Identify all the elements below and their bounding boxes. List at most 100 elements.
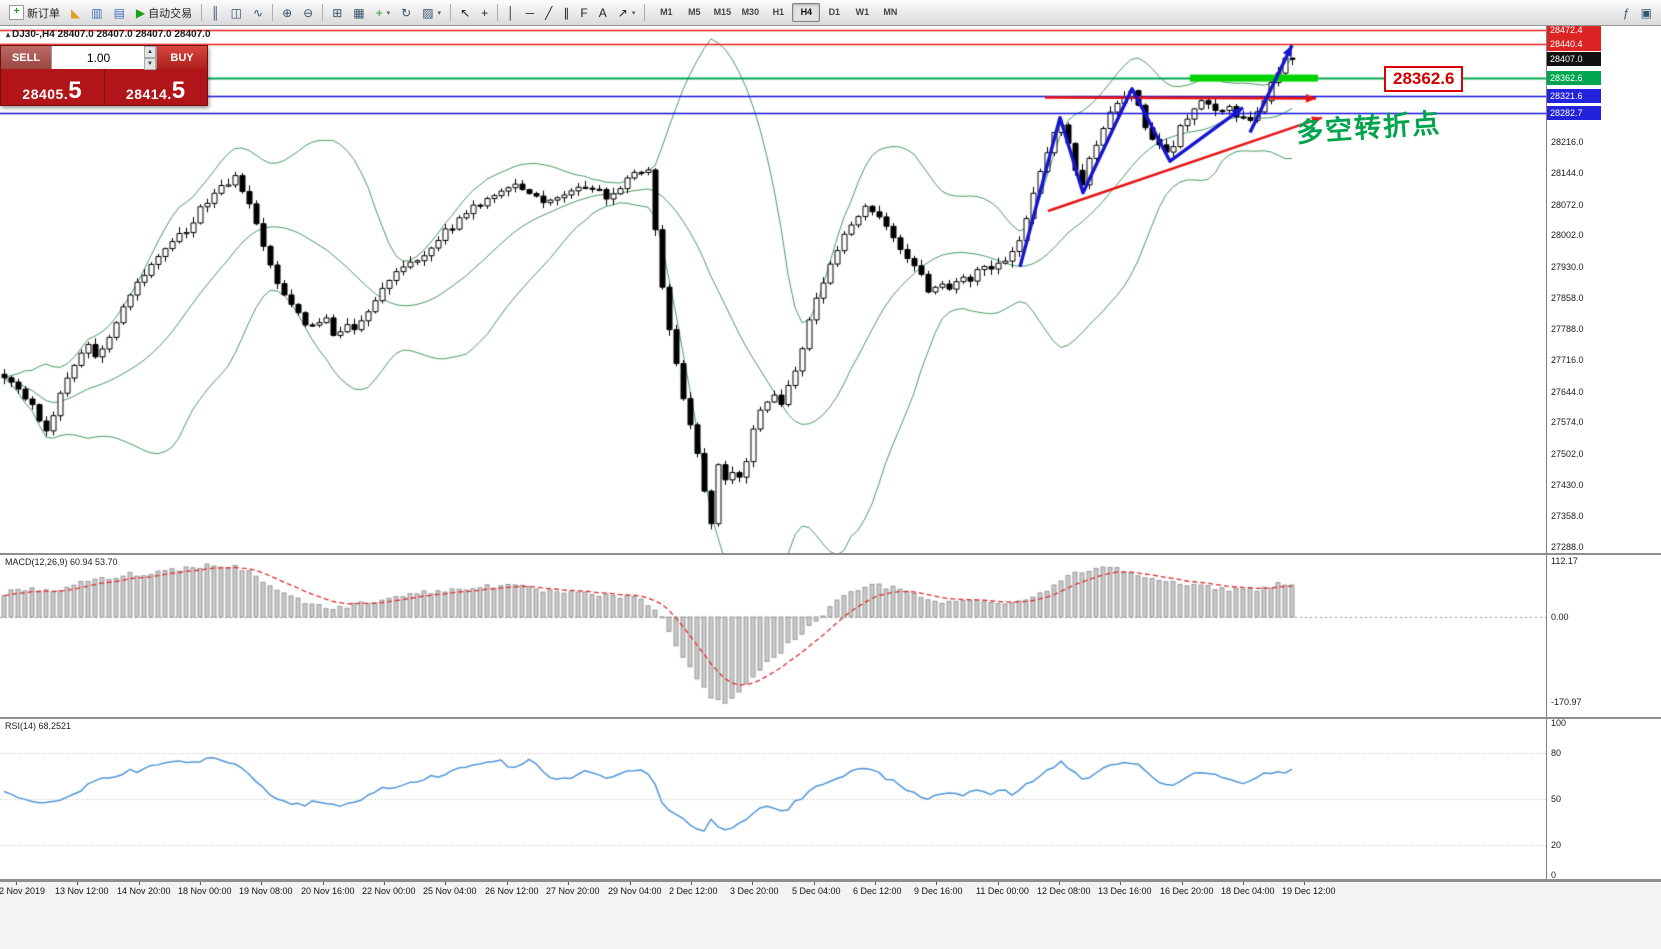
time-label: 27 Nov 20:00 (546, 886, 600, 896)
window-layout-icon[interactable]: ▣ (1636, 2, 1657, 24)
time-label: 12 Dec 08:00 (1037, 886, 1091, 896)
zoom-out-icon[interactable]: ⊖ (298, 2, 318, 24)
timeframe-h4[interactable]: H4 (792, 3, 821, 22)
trendline-icon[interactable]: ╱ (540, 2, 557, 24)
price-tick: 27858.0 (1551, 293, 1584, 303)
volume-input[interactable] (52, 46, 156, 69)
timeframe-h1[interactable]: H1 (772, 7, 785, 17)
timeframe-mn[interactable]: MN (883, 7, 898, 17)
channel-icon: ∥ (563, 5, 570, 20)
dropdown-caret-icon: ▾ (437, 9, 442, 17)
candlestick-chart-icon: ◫ (230, 5, 243, 20)
volume-stepper: ▲ ▼ (144, 46, 156, 70)
vertical-line-icon[interactable]: │ (502, 2, 520, 24)
navigator-icon[interactable]: ▤ (109, 2, 130, 24)
timeframe-m15[interactable]: M15 (713, 7, 732, 17)
sell-price[interactable]: 28405. 5 (1, 69, 105, 105)
horizontal-line-icon: ─ (525, 5, 535, 20)
horizontal-line-icon[interactable]: ─ (521, 2, 540, 24)
volume-decrease-button[interactable]: ▼ (144, 58, 156, 70)
toolbar-separator (201, 4, 203, 21)
time-tick-mark (691, 882, 692, 885)
price-marker: 28472.4 (1547, 23, 1601, 37)
time-label: 6 Dec 12:00 (853, 886, 902, 896)
macd-indicator-label: MACD(12,26,9) 60.94 53.70 (5, 557, 118, 567)
crosshair-icon[interactable]: + (476, 2, 493, 24)
main-chart-canvas[interactable] (0, 26, 1546, 553)
toolbar-separator (497, 4, 499, 21)
indicators-icon[interactable]: ƒ (1618, 2, 1635, 24)
fibonacci-icon[interactable]: F (575, 2, 592, 24)
timeframe-m5[interactable]: M5 (688, 7, 701, 17)
bar-chart-icon: ║ (211, 5, 220, 20)
time-tick-mark (445, 882, 446, 885)
price-marker: 28321.6 (1547, 89, 1601, 103)
time-tick-mark (1304, 882, 1305, 885)
chart-symbol-icon: ▴ (6, 30, 11, 39)
time-label: 3 Dec 20:00 (730, 886, 779, 896)
panel-separator[interactable] (0, 879, 1661, 881)
chart-templates-icon[interactable]: ▨ ▾ (417, 2, 446, 24)
timeframe-m1[interactable]: M1 (660, 7, 673, 17)
indicators-icon: ƒ (1622, 5, 1630, 20)
price-marker: 28440.4 (1547, 37, 1601, 51)
timeframe-m30[interactable]: M30 (741, 7, 760, 17)
line-chart-icon[interactable]: ∿ (248, 2, 268, 24)
price-marker: 28282.7 (1547, 106, 1601, 120)
toolbar-separator (644, 4, 646, 21)
volume-increase-button[interactable]: ▲ (144, 46, 156, 58)
channel-icon[interactable]: ∥ (558, 2, 574, 24)
time-tick-mark (77, 882, 78, 885)
timeframe-w1[interactable]: W1 (855, 7, 870, 17)
vertical-line-icon: │ (507, 5, 515, 20)
time-tick-mark (875, 882, 876, 885)
time-axis[interactable]: 12 Nov 2019 13 Nov 12:00 14 Nov 20:00 18 No… (0, 881, 1661, 949)
sell-button[interactable]: SELL (1, 46, 51, 69)
trade-panel-prices: 28405. 5 28414. 5 (1, 69, 207, 105)
fibonacci-icon: F (580, 5, 588, 20)
new-order-button[interactable]: + 新订单 (4, 2, 65, 24)
trade-panel-controls: SELL ▲ ▼ BUY (1, 46, 207, 70)
buy-button[interactable]: BUY (157, 46, 207, 69)
alerts-icon[interactable]: ◣ (66, 2, 85, 24)
cascade-windows-icon[interactable]: ▦ (348, 2, 369, 24)
toolbar-separator (322, 4, 324, 21)
rsi-axis-tick: 20 (1551, 840, 1562, 850)
candlestick-chart-icon[interactable]: ◫ (226, 2, 247, 24)
price-axis[interactable]: 28216.0 28144.0 28072.0 28002.0 27930.0 27858… (1546, 23, 1661, 881)
panel-separator[interactable] (0, 553, 1661, 555)
auto-trading-button[interactable]: ▶ 自动交易 (131, 2, 197, 24)
macd-axis-tick: 0.00 (1551, 612, 1569, 622)
timeframe-d1[interactable]: D1 (828, 7, 841, 17)
volume-field: ▲ ▼ (51, 46, 157, 70)
market-watch-icon[interactable]: ▥ (86, 2, 107, 24)
text-icon[interactable]: A (594, 2, 612, 24)
rsi-panel-canvas[interactable] (0, 719, 1546, 879)
arrows-icon[interactable]: ↗ ▾ (613, 2, 641, 24)
zoom-in-icon[interactable]: ⊕ (277, 2, 297, 24)
time-tick-mark (568, 882, 569, 885)
dropdown-caret-icon: ▾ (386, 9, 391, 17)
sell-price-main: 28405 (22, 86, 64, 102)
cycle-charts-icon[interactable]: ↻ (396, 2, 416, 24)
timeframe-group: M1 M5 M15 M30 H1 H4 D1 W1 MN (652, 3, 904, 22)
dropdown-caret-icon: ▾ (631, 9, 636, 17)
tile-windows-icon[interactable]: ⊞ (327, 2, 347, 24)
time-tick-mark (1120, 882, 1121, 885)
rsi-axis-tick: 0 (1551, 870, 1557, 880)
time-tick-mark (507, 882, 508, 885)
cursor-icon[interactable]: ↖ (455, 2, 475, 24)
price-tick: 27716.0 (1551, 355, 1584, 365)
macd-panel-canvas[interactable] (0, 555, 1546, 717)
toolbar: + 新订单 ◣ ▥ ▤ ▶ 自动交易 ║ ◫ ∿ ⊕ ⊖ ⊞ ▦ + ▾ ↻ ▨ ▾ ↖ + │ ─ ╱ ∥ F A ↗ ▾ M1 M5 M1… (0, 0, 1661, 26)
time-tick-mark (384, 882, 385, 885)
bar-chart-icon[interactable]: ║ (206, 2, 225, 24)
new-order-icon: + (9, 5, 24, 20)
buy-price[interactable]: 28414. 5 (105, 69, 208, 105)
rsi-axis-tick: 100 (1551, 718, 1567, 728)
time-label: 5 Dec 04:00 (792, 886, 841, 896)
panel-separator[interactable] (0, 717, 1661, 719)
new-chart-icon[interactable]: + ▾ (371, 2, 396, 24)
time-tick-mark (998, 882, 999, 885)
window-layout-icon: ▣ (1640, 5, 1652, 20)
